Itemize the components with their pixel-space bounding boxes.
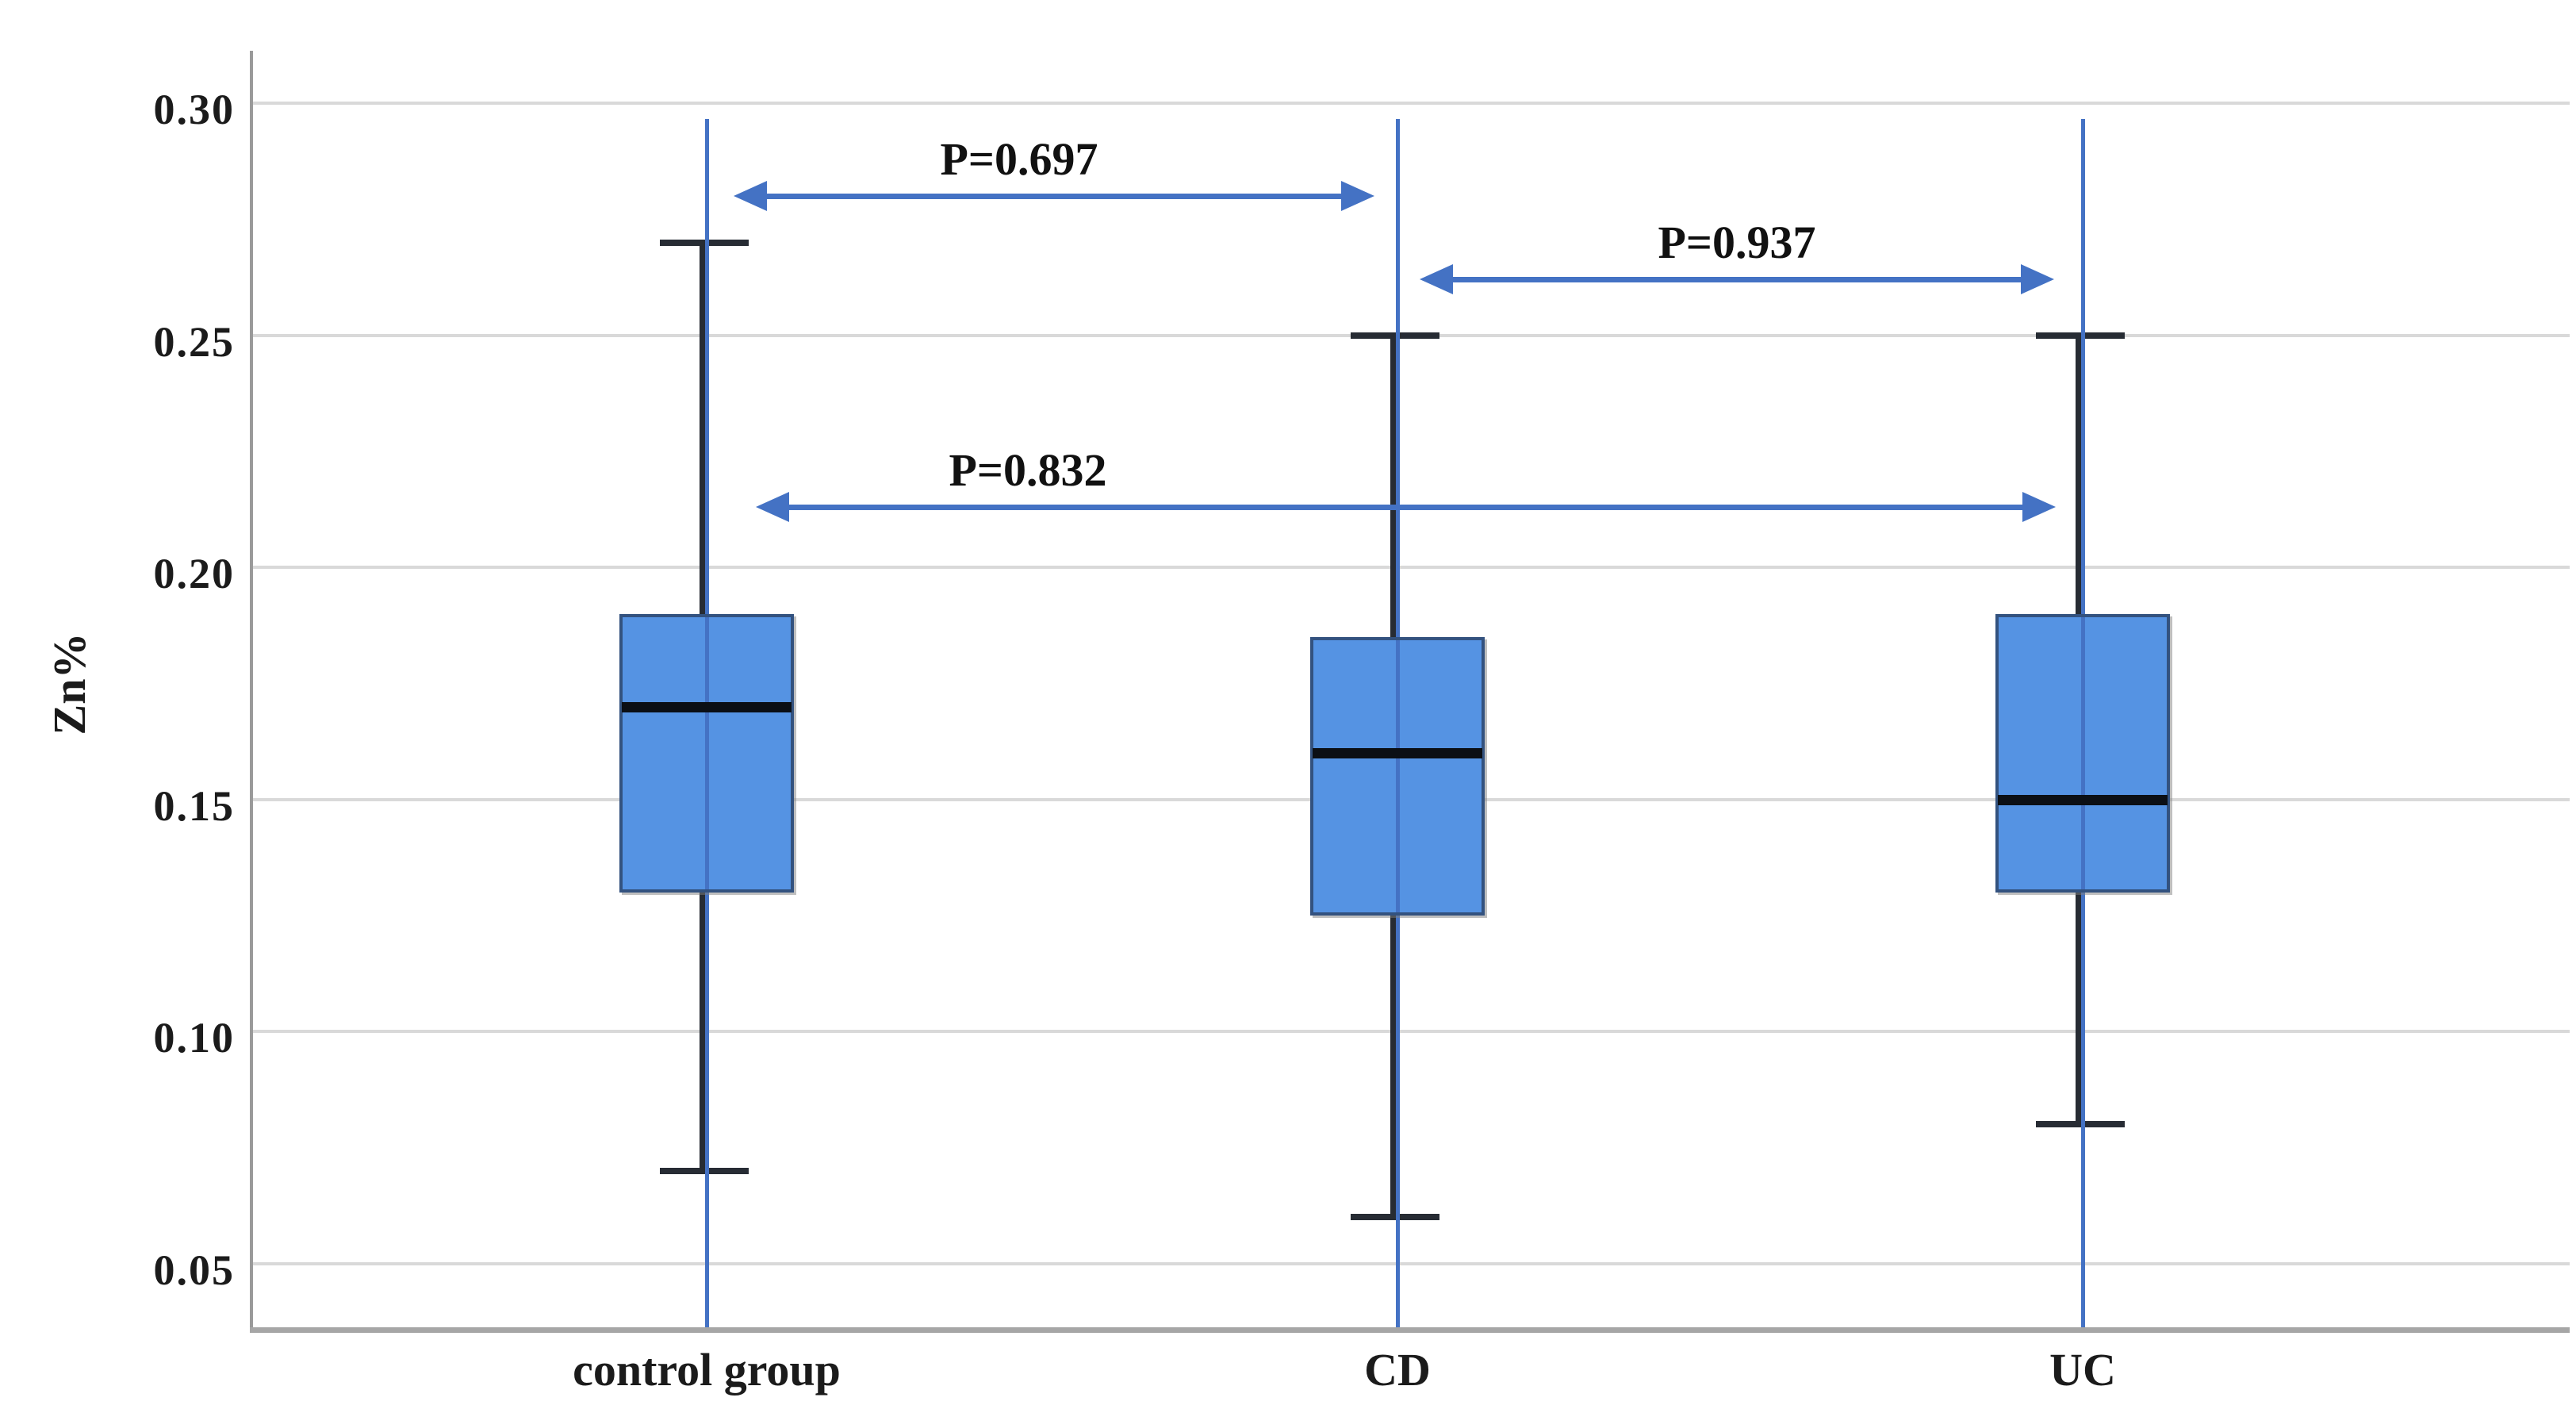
whisker-cap-lower xyxy=(1351,1214,1439,1220)
arrowhead-right-icon xyxy=(1341,181,1374,211)
y-tick-label: 0.10 xyxy=(153,1014,235,1062)
pvalue-label: P=0.697 xyxy=(940,133,1098,185)
box-center-line xyxy=(705,119,709,1327)
whisker-lower xyxy=(2076,893,2082,1124)
whisker-lower xyxy=(1390,916,1397,1217)
arrowhead-right-icon xyxy=(2022,492,2056,522)
h-gridline xyxy=(251,1030,2570,1033)
box-center-line xyxy=(1396,119,1400,1327)
x-axis-line xyxy=(250,1327,2570,1333)
y-tick-label: 0.20 xyxy=(153,550,235,597)
median-line xyxy=(622,702,792,712)
h-gridline xyxy=(251,1262,2570,1265)
whisker-cap-lower xyxy=(660,1168,749,1174)
pvalue-arrow-line xyxy=(784,505,2027,510)
whisker-upper xyxy=(2076,336,2082,614)
h-gridline xyxy=(251,566,2570,569)
box-iqr-border xyxy=(1995,614,2170,893)
median-line xyxy=(1998,795,2168,805)
y-tick-label: 0.25 xyxy=(153,318,235,366)
pvalue-label: P=0.937 xyxy=(1658,217,1816,268)
h-gridline xyxy=(251,102,2570,105)
box-center-line xyxy=(2081,119,2085,1327)
box-iqr-border xyxy=(1310,637,1485,916)
pvalue-arrow-line xyxy=(1448,277,2026,282)
box-iqr-border xyxy=(619,614,794,893)
arrowhead-left-icon xyxy=(734,181,767,211)
whisker-cap-upper xyxy=(1351,332,1439,339)
whisker-cap-lower xyxy=(2036,1121,2125,1127)
x-tick-label: CD xyxy=(1364,1344,1431,1396)
y-axis-line xyxy=(250,51,253,1333)
whisker-upper xyxy=(1390,336,1397,637)
whisker-cap-upper xyxy=(660,240,749,246)
arrowhead-left-icon xyxy=(1420,264,1453,294)
median-line xyxy=(1313,748,1482,758)
arrowhead-right-icon xyxy=(2021,264,2054,294)
x-tick-label: control group xyxy=(573,1344,841,1396)
whisker-cap-upper xyxy=(2036,332,2125,339)
pvalue-label: P=0.832 xyxy=(949,444,1107,496)
y-tick-label: 0.15 xyxy=(153,782,235,830)
y-axis-title: Zn% xyxy=(44,632,95,735)
y-tick-label: 0.05 xyxy=(153,1246,235,1294)
y-tick-label: 0.30 xyxy=(153,86,235,133)
pvalue-arrow-line xyxy=(762,194,1346,199)
x-tick-label: UC xyxy=(2049,1344,2116,1396)
arrowhead-left-icon xyxy=(756,492,789,522)
whisker-lower xyxy=(700,893,706,1171)
whisker-upper xyxy=(700,243,706,614)
